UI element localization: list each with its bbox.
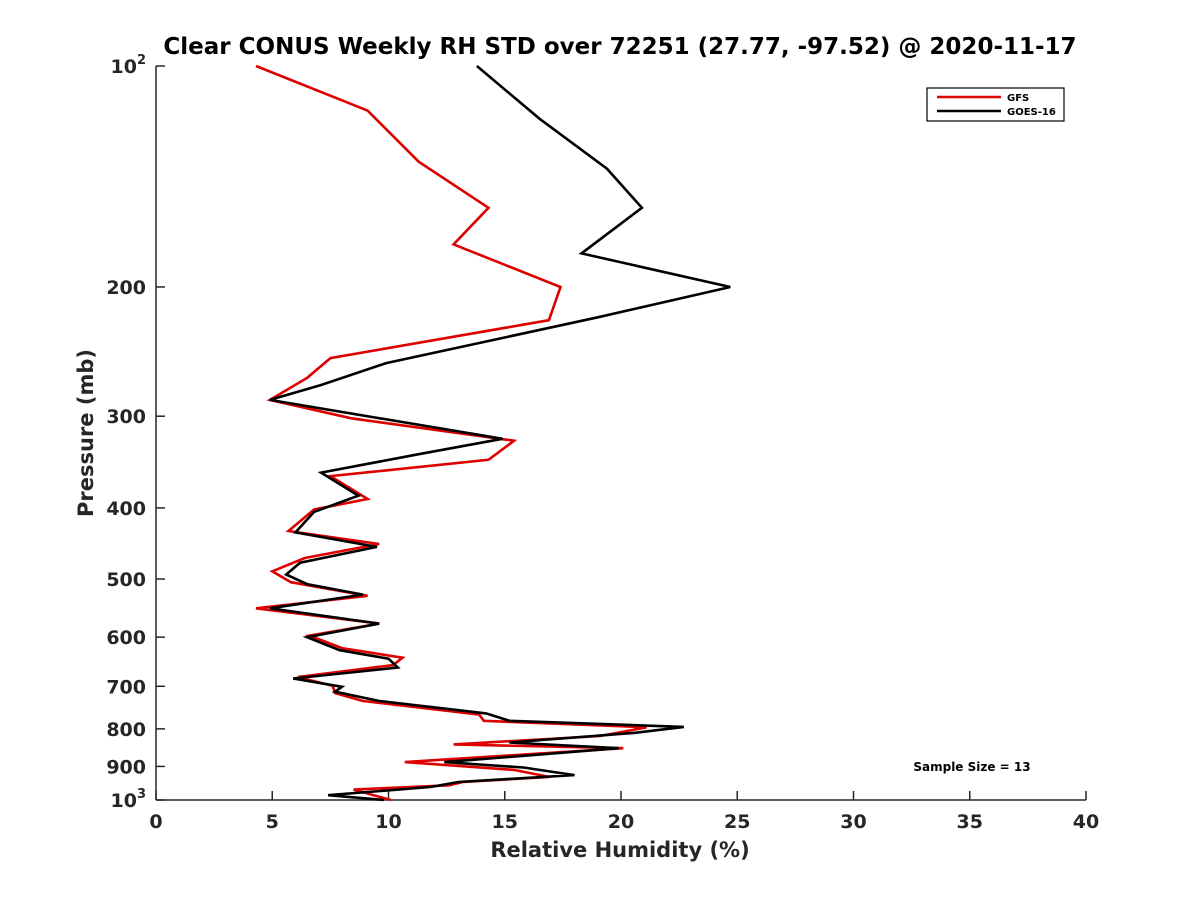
x-tick-label: 10 xyxy=(375,811,401,833)
series-line-gfs xyxy=(255,64,647,802)
x-tick-label: 25 xyxy=(724,811,750,833)
sample-size-annotation: Sample Size = 13 xyxy=(913,760,1030,774)
y-axis-label: Pressure (mb) xyxy=(74,349,98,517)
y-tick-label: 800 xyxy=(106,719,146,741)
legend: GFS GOES-16 xyxy=(926,87,1065,122)
x-tick-label: 35 xyxy=(957,811,983,833)
y-tick-label: 500 xyxy=(106,569,146,591)
y-tick-label: 200 xyxy=(106,277,146,299)
x-tick-label: 30 xyxy=(840,811,866,833)
legend-label: GOES-16 xyxy=(1007,107,1056,118)
y-tick-label: 400 xyxy=(106,498,146,520)
x-tick-label: 0 xyxy=(149,811,162,833)
plot-area: 0 5 10 15 20 25 30 35 40 102 200 300 400 500 600 700 800… xyxy=(106,53,1099,833)
y-tick-label: 700 xyxy=(106,676,146,698)
chart-title: Clear CONUS Weekly RH STD over 72251 (27… xyxy=(163,34,1076,60)
x-axis-label: Relative Humidity (%) xyxy=(490,838,749,862)
x-tick-label: 20 xyxy=(608,811,634,833)
legend-box xyxy=(926,87,1065,122)
y-tick-label: 600 xyxy=(106,627,146,649)
y-tick-label: 900 xyxy=(106,756,146,778)
x-tick-label: 40 xyxy=(1073,811,1099,833)
y-tick-label: 300 xyxy=(106,406,146,428)
y-tick-label: 103 xyxy=(111,787,147,812)
legend-label: GFS xyxy=(1007,93,1029,104)
series-line-goes-16 xyxy=(269,65,731,802)
x-tick-label: 15 xyxy=(492,811,518,833)
x-tick-label: 5 xyxy=(266,811,279,833)
y-tick-label: 102 xyxy=(111,53,147,78)
